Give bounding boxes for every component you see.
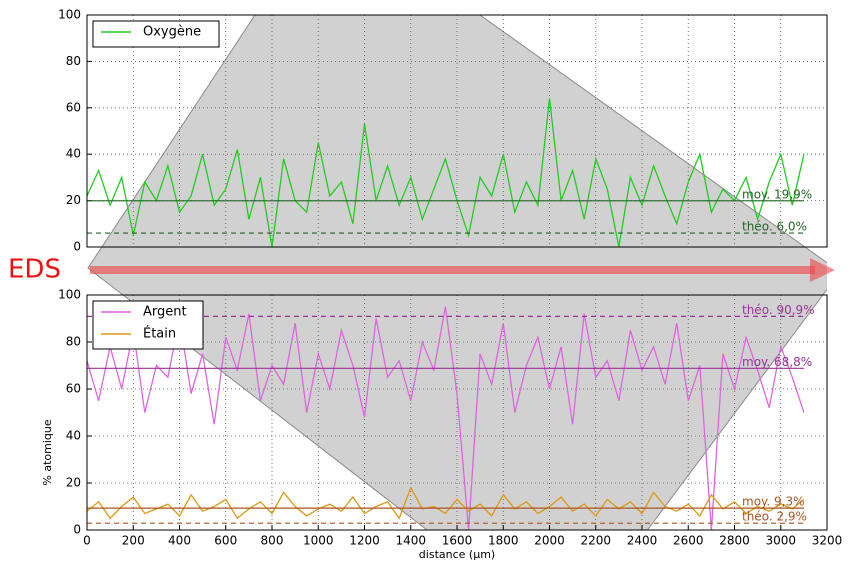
x-tick-label: 2400 xyxy=(627,534,658,548)
x-axis-label: distance (µm) xyxy=(419,548,495,561)
y-tick-label: 0 xyxy=(73,240,81,254)
legend-box xyxy=(92,300,204,350)
x-tick-label: 1000 xyxy=(303,534,334,548)
plot-frame xyxy=(86,294,828,531)
y-tick-label: 100 xyxy=(58,8,81,22)
y-tick-label: 80 xyxy=(66,54,81,68)
legend-label: Oxygène xyxy=(143,25,201,40)
x-tick-label: 2600 xyxy=(673,534,704,548)
y-axis-label: % atomique xyxy=(41,419,54,485)
reference-label: théo. 2,9% xyxy=(742,510,807,524)
sample-image xyxy=(87,15,827,530)
x-tick-label: 2200 xyxy=(580,534,611,548)
y-tick-label: 0 xyxy=(73,523,81,537)
legend: Argent Étain xyxy=(92,300,204,350)
data-line xyxy=(86,98,805,248)
y-tick-label: 80 xyxy=(66,335,81,349)
y-tick-label: 20 xyxy=(66,193,81,207)
x-tick-label: 600 xyxy=(214,534,237,548)
y-tick-label: 40 xyxy=(66,429,81,443)
reference-label: moy. 9,3% xyxy=(742,495,805,509)
x-tick-label: 3200 xyxy=(812,534,843,548)
legend-label: Argent xyxy=(143,305,187,320)
x-tick-label: 0 xyxy=(83,534,91,548)
y-tick-label: 20 xyxy=(66,476,81,490)
reference-label: théo. 6,0% xyxy=(742,220,807,234)
x-tick-label: 400 xyxy=(168,534,191,548)
reference-label: moy. 19,9% xyxy=(742,187,812,201)
y-tick-label: 100 xyxy=(58,288,81,302)
plot-frame xyxy=(86,14,828,248)
x-tick-label: 3000 xyxy=(765,534,796,548)
x-tick-label: 1400 xyxy=(395,534,426,548)
legend-box xyxy=(92,20,220,48)
x-tick-label: 200 xyxy=(122,534,145,548)
legend: Oxygène xyxy=(92,20,220,48)
eds-label: EDS xyxy=(8,255,61,285)
y-tick-label: 40 xyxy=(66,147,81,161)
eds-arrow xyxy=(90,258,835,282)
reference-label: moy. 68,8% xyxy=(742,355,812,369)
x-tick-label: 1800 xyxy=(488,534,519,548)
x-tick-label: 2800 xyxy=(719,534,750,548)
y-tick-label: 60 xyxy=(66,382,81,396)
x-tick-label: 1200 xyxy=(349,534,380,548)
reference-label: théo. 90,9% xyxy=(742,303,815,317)
x-tick-label: 1600 xyxy=(442,534,473,548)
data-line xyxy=(86,306,805,531)
legend-label: Étain xyxy=(143,326,176,342)
y-tick-label: 60 xyxy=(66,100,81,114)
x-tick-label: 800 xyxy=(261,534,284,548)
x-tick-label: 2000 xyxy=(534,534,565,548)
data-line xyxy=(86,486,805,520)
